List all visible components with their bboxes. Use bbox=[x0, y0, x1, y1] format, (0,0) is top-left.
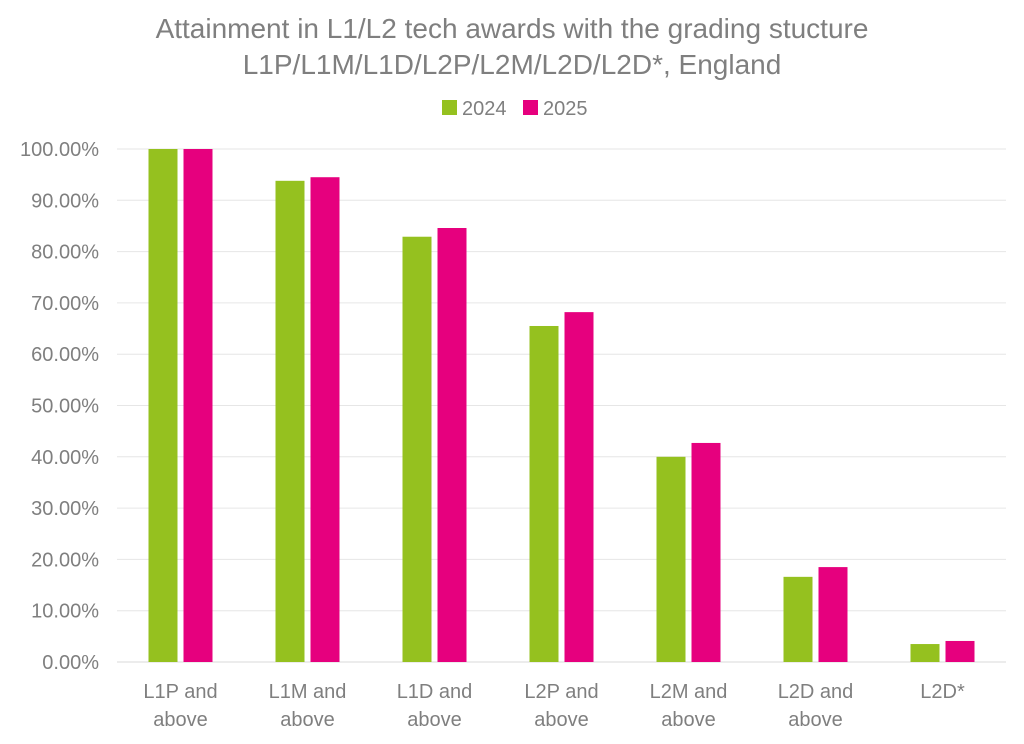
x-tick-label-6: L2D* bbox=[920, 681, 965, 703]
bar-2024-0 bbox=[148, 149, 178, 662]
x-tick-label-line-0-0: L1P and bbox=[143, 681, 217, 703]
x-tick-label-line-6-0: L2D* bbox=[920, 681, 965, 703]
y-tick-label-10: 100.00% bbox=[20, 139, 99, 161]
bar-2024-3 bbox=[529, 325, 559, 662]
x-tick-label-2: L1D and above bbox=[397, 681, 473, 731]
y-tick-label-0: 0.00% bbox=[42, 652, 99, 674]
y-tick-label-3: 30.00% bbox=[31, 498, 99, 520]
bar-2025-4 bbox=[691, 442, 721, 662]
bar-2025-0 bbox=[183, 149, 213, 662]
chart-title-line-2: L1P/L1M/L1D/L2P/L2M/L2D/L2D*, England bbox=[243, 49, 782, 80]
gridlines bbox=[117, 148, 1006, 663]
x-tick-label-line-4-0: L2M and bbox=[650, 681, 728, 703]
legend: 2024 2025 bbox=[442, 98, 588, 120]
y-tick-label-6: 60.00% bbox=[31, 344, 99, 366]
bar-2024-5 bbox=[783, 576, 813, 662]
legend-label-2024: 2024 bbox=[462, 98, 507, 120]
x-tick-label-line-3-1: above bbox=[534, 709, 589, 731]
y-tick-label-1: 10.00% bbox=[31, 601, 99, 623]
x-tick-label-3: L2P and above bbox=[524, 681, 598, 731]
legend-swatch-2025 bbox=[523, 100, 538, 115]
x-tick-label-line-5-0: L2D and bbox=[778, 681, 854, 703]
bar-2025-3 bbox=[564, 312, 594, 662]
bar-2024-2 bbox=[402, 236, 432, 662]
x-tick-label-0: L1P and above bbox=[143, 681, 217, 731]
y-tick-label-9: 90.00% bbox=[31, 190, 99, 212]
bar-2024-4 bbox=[656, 456, 686, 662]
x-tick-label-line-2-0: L1D and bbox=[397, 681, 473, 703]
y-axis: 0.00% 10.00% 20.00% 30.00% 40.00% 50.00% 60.00… bbox=[20, 139, 99, 674]
bars bbox=[148, 149, 975, 662]
x-tick-label-line-4-1: above bbox=[661, 709, 716, 731]
chart-title: Attainment in L1/L2 tech awards with the… bbox=[156, 13, 869, 80]
x-tick-label-line-1-1: above bbox=[280, 709, 335, 731]
bar-2025-1 bbox=[310, 177, 340, 662]
y-tick-label-5: 50.00% bbox=[31, 396, 99, 418]
bar-2025-5 bbox=[818, 567, 848, 662]
chart-title-line-1: Attainment in L1/L2 tech awards with the… bbox=[156, 13, 869, 44]
x-tick-label-line-2-1: above bbox=[407, 709, 462, 731]
legend-swatch-2024 bbox=[442, 100, 457, 115]
y-tick-label-7: 70.00% bbox=[31, 293, 99, 315]
y-tick-label-4: 40.00% bbox=[31, 447, 99, 469]
x-tick-label-1: L1M and above bbox=[269, 681, 347, 731]
bar-2025-6 bbox=[945, 640, 975, 662]
x-tick-label-line-1-0: L1M and bbox=[269, 681, 347, 703]
x-tick-label-4: L2M and above bbox=[650, 681, 728, 731]
x-tick-label-line-3-0: L2P and bbox=[524, 681, 598, 703]
legend-label-2025: 2025 bbox=[543, 98, 588, 120]
bar-2024-1 bbox=[275, 180, 305, 662]
bar-2025-2 bbox=[437, 228, 467, 662]
y-tick-label-8: 80.00% bbox=[31, 242, 99, 264]
x-tick-label-line-5-1: above bbox=[788, 709, 843, 731]
x-tick-label-5: L2D and above bbox=[778, 681, 854, 731]
x-tick-label-line-0-1: above bbox=[153, 709, 208, 731]
y-tick-label-2: 20.00% bbox=[31, 549, 99, 571]
bar-2024-6 bbox=[910, 644, 940, 662]
